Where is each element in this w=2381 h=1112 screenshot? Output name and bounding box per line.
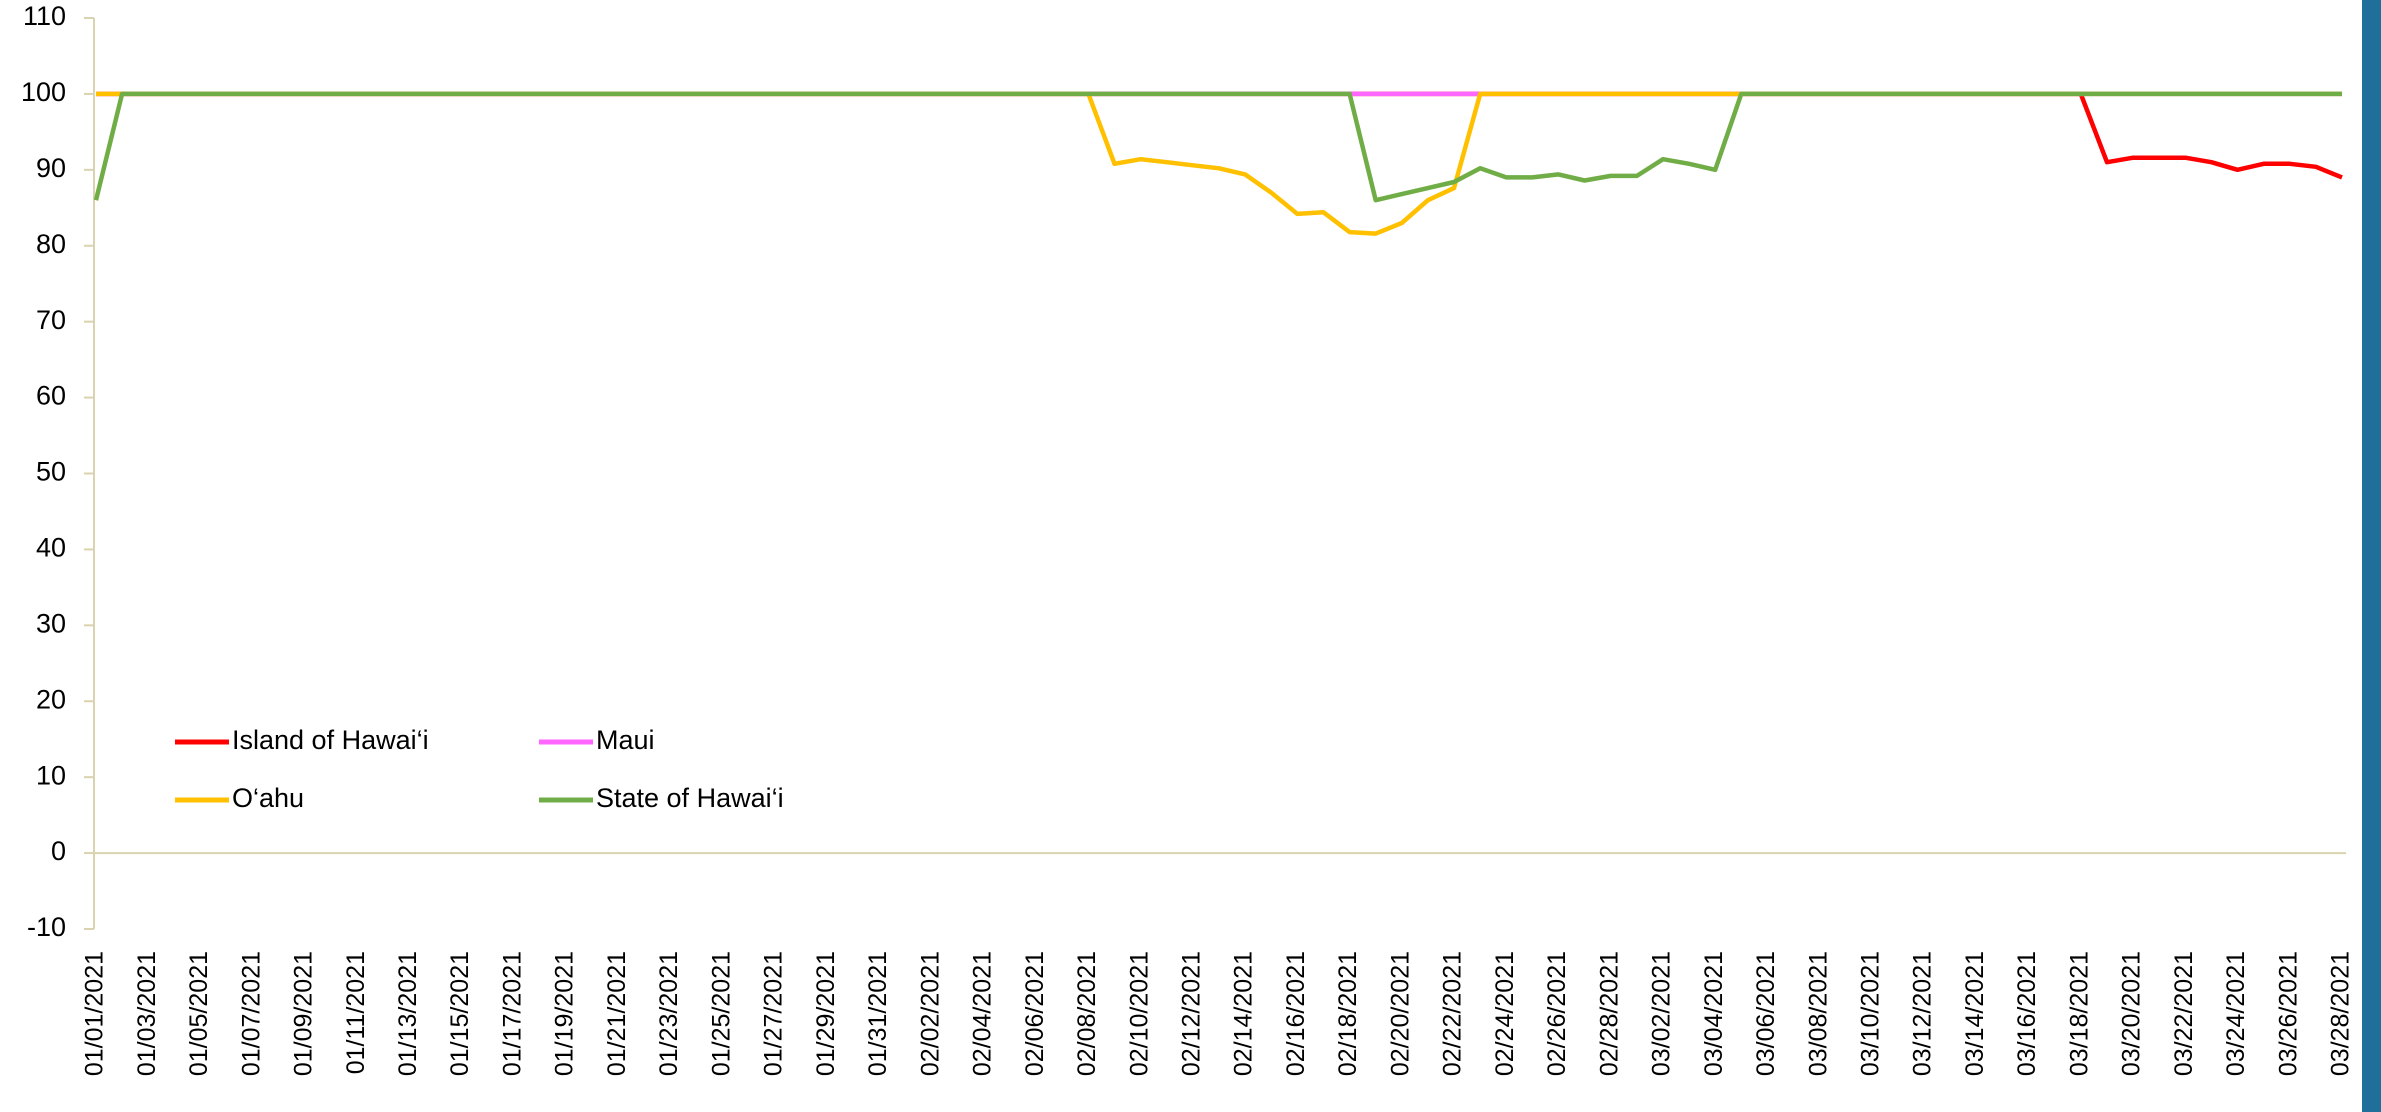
x-tick-label: 01/07/2021: [237, 951, 265, 1076]
x-tick-label: 01/23/2021: [655, 951, 683, 1076]
x-tick-label: 02/28/2021: [1595, 951, 1623, 1076]
y-tick-label: 10: [36, 760, 66, 790]
y-tick-label: 30: [36, 608, 66, 638]
series-line: [96, 91, 2342, 236]
x-tick-label: 03/02/2021: [1648, 951, 1676, 1076]
x-tick-label: 02/20/2021: [1386, 951, 1414, 1076]
x-tick-label: 03/10/2021: [1857, 951, 1885, 1076]
x-tick-label: 02/18/2021: [1334, 951, 1362, 1076]
x-tick-label: 03/28/2021: [2327, 951, 2355, 1076]
legend-label: Island of Hawai‘i: [232, 725, 429, 755]
y-tick-label: 20: [36, 684, 66, 714]
y-tick-label: 50: [36, 457, 66, 487]
x-tick-label: 03/14/2021: [1961, 951, 1989, 1076]
y-tick-label: 110: [23, 1, 66, 31]
x-tick-label: 01/09/2021: [290, 951, 318, 1076]
x-tick-label: 01/11/2021: [342, 951, 370, 1074]
x-tick-label: 03/26/2021: [2274, 951, 2302, 1076]
x-tick-label: 02/10/2021: [1125, 951, 1153, 1076]
x-tick-label: 01/21/2021: [603, 951, 631, 1076]
x-tick-label: 02/26/2021: [1543, 951, 1571, 1076]
y-tick-label: -10: [27, 912, 66, 942]
legend-label: State of Hawai‘i: [596, 783, 784, 813]
side-strip: [2362, 0, 2381, 1112]
x-tick-label: 01/27/2021: [760, 951, 788, 1076]
x-tick-label: 01/17/2021: [498, 951, 526, 1076]
x-tick-label: 03/20/2021: [2118, 951, 2146, 1076]
x-tick-label: 01/25/2021: [707, 951, 735, 1076]
x-tick-label: 03/06/2021: [1752, 951, 1780, 1076]
x-tick-label: 01/29/2021: [812, 951, 840, 1076]
y-tick-label: 80: [36, 229, 66, 259]
y-tick-label: 100: [21, 77, 66, 107]
x-tick-label: 01/05/2021: [185, 951, 213, 1076]
y-tick-label: 60: [36, 381, 66, 411]
x-tick-label: 01/19/2021: [551, 951, 579, 1076]
x-tick-label: 03/08/2021: [1804, 951, 1832, 1076]
legend-label: Maui: [596, 725, 655, 755]
x-tick-label: 02/14/2021: [1230, 951, 1258, 1076]
x-tick-label: 01/15/2021: [446, 951, 474, 1076]
x-tick-label: 02/02/2021: [916, 951, 944, 1076]
x-tick-label: 01/13/2021: [394, 951, 422, 1076]
x-tick-label: 02/08/2021: [1073, 951, 1101, 1076]
y-tick-label: 0: [51, 836, 66, 866]
x-tick-label: 03/18/2021: [2065, 951, 2093, 1076]
x-tick-label: 03/12/2021: [1909, 951, 1937, 1076]
x-tick-label: 02/22/2021: [1439, 951, 1467, 1076]
y-tick-label: 90: [36, 153, 66, 183]
x-tick-label: 02/16/2021: [1282, 951, 1310, 1076]
x-tick-label: 03/24/2021: [2222, 951, 2250, 1076]
x-tick-label: 02/04/2021: [969, 951, 997, 1076]
x-tick-label: 02/24/2021: [1491, 951, 1519, 1076]
y-tick-label: 70: [36, 305, 66, 335]
x-tick-label: 01/31/2021: [864, 951, 892, 1076]
x-tick-label: 03/04/2021: [1700, 951, 1728, 1076]
series-line: [93, 91, 2342, 203]
y-tick-label: 40: [36, 533, 66, 563]
x-tick-label: 02/06/2021: [1021, 951, 1049, 1076]
x-tick-label: 01/01/2021: [81, 951, 109, 1076]
x-tick-label: 03/16/2021: [2013, 951, 2041, 1076]
x-tick-label: 03/22/2021: [2170, 951, 2198, 1076]
x-tick-label: 01/03/2021: [133, 951, 161, 1076]
x-tick-label: 02/12/2021: [1177, 951, 1205, 1076]
legend-label: O‘ahu: [232, 783, 304, 813]
series-line: [96, 91, 2343, 180]
